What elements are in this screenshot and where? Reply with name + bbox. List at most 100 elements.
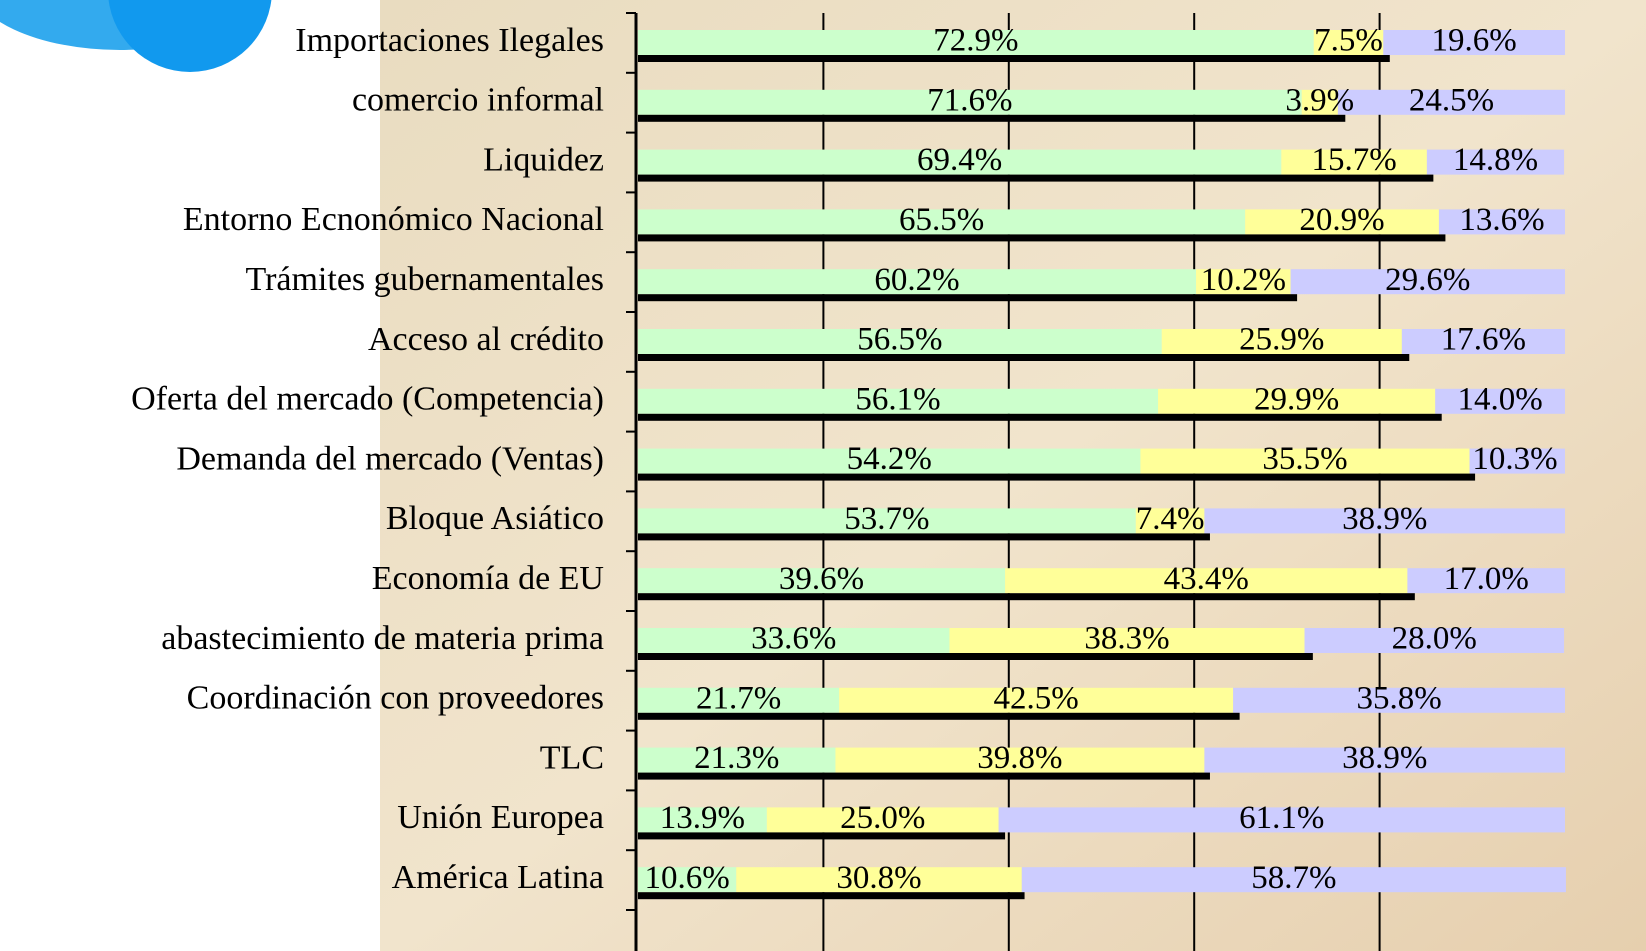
black-bar [638,892,1025,900]
bar-segment [638,687,840,713]
black-bar [638,653,1313,660]
data-label: 25.9% [1239,322,1324,358]
bar-segment [1469,448,1565,474]
black-bar [638,712,1240,720]
data-label: 60.2% [874,262,959,298]
bar-segment [638,807,767,833]
data-label: 10.6% [645,860,730,896]
bar-segment [1204,747,1565,773]
bar-segment [1301,89,1338,115]
bar-segment [1438,209,1565,235]
bar-segment [839,687,1234,713]
data-label: 30.8% [836,860,921,896]
data-label: 20.9% [1299,202,1384,238]
bar-segment [1426,149,1565,175]
bar-segment [638,628,950,653]
data-label: 61.1% [1239,800,1324,836]
decor-circle [108,0,272,72]
data-label: 65.5% [899,202,984,238]
black-bar [638,354,1410,361]
y-tick-label: Acceso al crédito [368,321,604,358]
bar-segment [638,867,737,893]
data-label: 7.5% [1314,23,1383,59]
data-label: 39.8% [977,740,1062,776]
bar-segment [1337,89,1565,115]
data-label: 71.6% [927,82,1012,118]
black-bar [638,174,1434,182]
bar-segment [1281,149,1427,175]
bar-segment [638,30,1314,55]
bar-segment [1161,329,1402,354]
bar-segment [1005,568,1408,594]
black-bar [638,55,1390,62]
bar-segment [998,807,1565,833]
bar-segment [638,568,1006,594]
y-tick-label: Economía de EU [372,560,604,597]
bar-segment [638,448,1141,474]
data-label: 10.2% [1201,262,1286,298]
data-label: 13.6% [1459,202,1544,238]
data-label: 15.7% [1311,142,1396,178]
data-label: 10.3% [1472,441,1557,477]
data-label: 56.1% [855,381,940,417]
bar-segment [766,807,999,833]
data-label: 53.7% [844,501,929,537]
data-label: 33.6% [751,621,836,657]
data-label: 35.8% [1356,680,1441,716]
data-label: 38.3% [1084,621,1169,657]
black-bar [638,533,1210,541]
y-tick-label: América Latina [392,859,604,896]
data-label: 13.9% [660,800,745,836]
bar-segment [1140,448,1470,474]
black-bar [638,473,1476,481]
data-label: 54.2% [847,441,932,477]
y-tick-label: TLC [540,739,604,776]
data-label: 43.4% [1164,561,1249,597]
bar-segment [1196,269,1291,295]
y-tick-label: Liquidez [483,141,604,178]
black-bar [638,114,1346,122]
bar-segment [638,508,1136,534]
bar-segment [638,149,1282,175]
y-tick-label: Trámites gubernamentales [246,261,605,298]
bar-segment [1435,388,1565,414]
y-tick-label: comercio informal [352,82,604,119]
data-label: 28.0% [1392,621,1477,657]
data-label: 39.6% [779,561,864,597]
y-tick-label: Entorno Ecnonómico Nacional [183,201,604,238]
data-label: 29.9% [1254,381,1339,417]
black-bar [638,234,1446,242]
data-label: 69.4% [917,142,1002,178]
bar-segment [1233,687,1565,713]
data-label: 38.9% [1342,740,1427,776]
data-label: 17.0% [1444,561,1529,597]
bar-segment [835,747,1205,773]
bar-segment [1290,269,1565,295]
y-tick-label: Oferta del mercado (Competencia) [131,381,604,418]
data-label: 19.6% [1432,23,1517,59]
black-bar [638,832,1006,840]
bar-segment [638,89,1302,115]
data-label: 42.5% [994,680,1079,716]
y-tick-label: Bloque Asiático [386,500,604,537]
y-tick-label: Importaciones Ilegales [295,22,604,59]
bar-segment [1158,388,1436,414]
data-label: 56.5% [857,322,942,358]
data-label: 29.6% [1385,262,1470,298]
bar-segment [1204,508,1565,534]
data-label: 21.7% [696,680,781,716]
data-label: 21.3% [694,740,779,776]
data-label: 72.9% [933,23,1018,59]
black-bar [638,593,1415,601]
black-bar [638,413,1442,421]
bar-segment [638,209,1246,235]
bar-segment [1313,30,1384,55]
data-label: 38.9% [1342,501,1427,537]
black-bar [638,294,1298,302]
data-label: 7.4% [1136,501,1205,537]
data-label: 17.6% [1441,322,1526,358]
bar-segment [1401,329,1565,354]
bar-segment [1407,568,1565,594]
bar-segment [638,269,1197,295]
